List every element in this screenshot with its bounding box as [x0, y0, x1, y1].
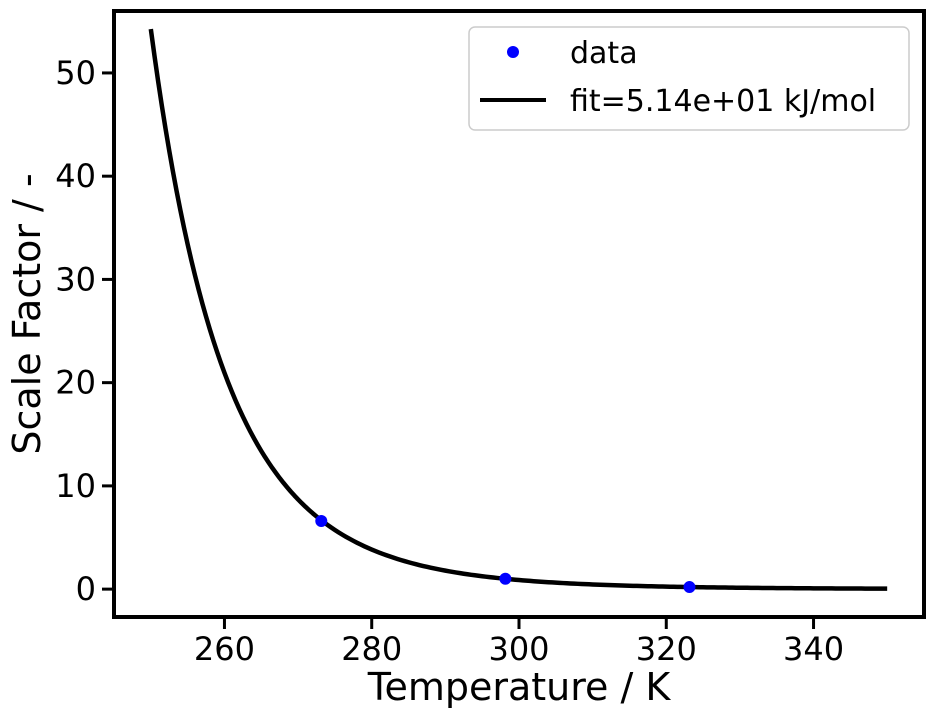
- y-tick-label: 20: [55, 364, 96, 402]
- legend: data fit=5.14e+01 kJ/mol: [468, 26, 910, 131]
- y-tick-label: 10: [55, 467, 96, 505]
- y-axis-label: Scale Factor / -: [5, 173, 49, 454]
- y-tick-label: 0: [76, 570, 96, 608]
- x-tick-label: 280: [341, 630, 402, 668]
- data-point: [499, 572, 512, 585]
- y-tick-label: 40: [55, 157, 96, 195]
- legend-marker-data: [507, 46, 519, 58]
- x-tick-label: 300: [488, 630, 549, 668]
- x-tick-label: 260: [194, 630, 255, 668]
- x-axis-label: Temperature / K: [367, 665, 672, 709]
- legend-label-fit: fit=5.14e+01 kJ/mol: [570, 84, 876, 119]
- x-tick-label: 340: [783, 630, 844, 668]
- y-tick-label: 30: [55, 260, 96, 298]
- legend-label-data: data: [570, 36, 638, 71]
- fit-curve: [148, 28, 888, 591]
- data-point: [315, 514, 328, 527]
- legend-box: [468, 26, 910, 131]
- x-tick-label: 320: [636, 630, 697, 668]
- y-tick-label: 50: [55, 54, 96, 92]
- data-point: [683, 581, 696, 594]
